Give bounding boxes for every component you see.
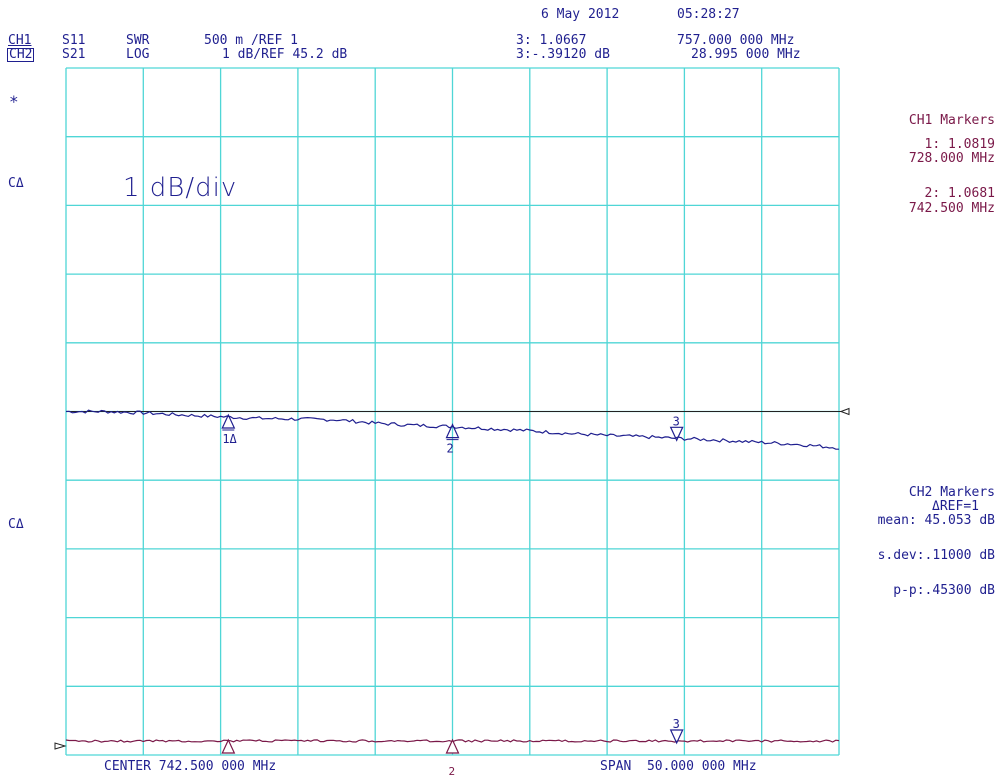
- ch1-format: SWR: [126, 33, 150, 48]
- ch2-sdev: s.dev:.11000 dB: [877, 548, 995, 563]
- date-label: 6 May 2012: [541, 7, 620, 22]
- ch2-mean: mean: 45.053 dB: [877, 513, 995, 528]
- ch1-marker-1-value: 1: 1.0819: [924, 137, 995, 152]
- ch1-marker-2-label: 2: [449, 765, 456, 776]
- ch1-label[interactable]: CH1: [8, 33, 32, 48]
- ch2-marker-value: 3:-.39120 dB: [516, 47, 610, 62]
- ch1-marker-freq: 757.000 000 MHz: [677, 33, 795, 48]
- ch1-marker-3-triangle: [669, 729, 684, 745]
- active-channel-star: *: [9, 92, 19, 111]
- marker-3-label: 3: [673, 414, 680, 428]
- ch1-marker-2-triangle: [445, 738, 460, 754]
- marker-1-label: 1Δ: [222, 432, 237, 446]
- center-frequency: CENTER 742.500 000 MHz: [104, 759, 277, 774]
- ch2-peak-to-peak: p-p:.45300 dB: [893, 583, 995, 598]
- ch2-label[interactable]: CH2: [7, 47, 35, 62]
- ch1-marker-2-freq: 742.500 MHz: [908, 201, 995, 216]
- ch2-delta-ref: ΔREF=1: [932, 499, 979, 514]
- ch2-trace: [65, 409, 839, 450]
- marker-2-label: 2: [447, 442, 454, 456]
- marker-3-triangle: [669, 426, 684, 442]
- ch1-marker-3-label: 3: [673, 717, 680, 731]
- ch1-marker-value: 3: 1.0667: [516, 33, 587, 48]
- ch2-markers-title: CH2 Markers: [908, 485, 995, 500]
- ch1-scale: 500 m /REF 1: [204, 33, 298, 48]
- ch2-scale: 1 dB/REF 45.2 dB: [222, 47, 348, 62]
- ch1-marker-1-freq: 728.000 MHz: [908, 151, 995, 166]
- ch2-marker-freq: 28.995 000 MHz: [691, 47, 801, 62]
- time-label: 05:28:27: [677, 7, 740, 22]
- marker-1-triangle: [221, 413, 236, 429]
- ch2-correction-label: CΔ: [8, 517, 24, 532]
- ch1-reference-arrow: [54, 742, 67, 750]
- ch2-format: LOG: [126, 47, 150, 62]
- ch1-markers-title: CH1 Markers: [908, 113, 995, 128]
- frequency-span: SPAN 50.000 000 MHz: [600, 759, 757, 774]
- marker-2-triangle: [445, 423, 460, 439]
- ch2-param: S21: [62, 47, 86, 62]
- ch1-correction-label: CΔ: [8, 176, 24, 191]
- scale-per-division-label: 1 dB/div: [123, 173, 238, 203]
- ch1-marker-1-triangle: [221, 738, 236, 754]
- ch1-marker-2-value: 2: 1.0681: [924, 186, 995, 201]
- ch1-param: S11: [62, 33, 86, 48]
- ch2-reference-arrow: [839, 407, 850, 416]
